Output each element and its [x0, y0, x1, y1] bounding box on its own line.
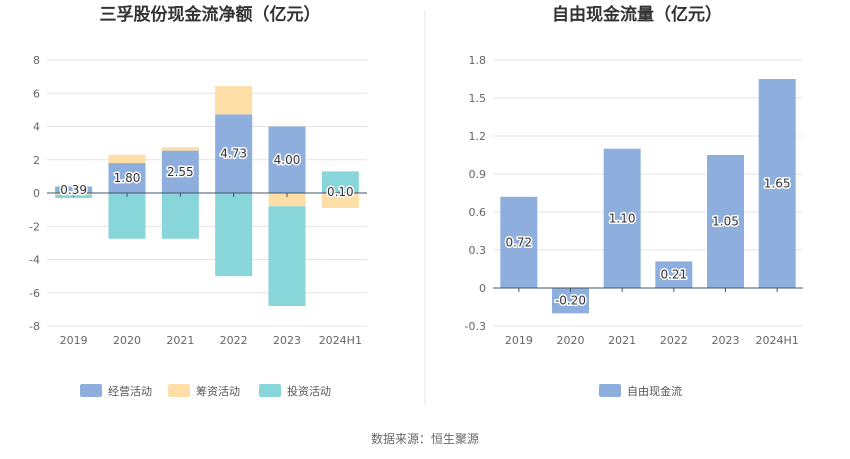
y-tick-label: 4 — [33, 121, 40, 134]
x-tick-label: 2022 — [220, 334, 248, 347]
y-tick-label: 0.3 — [469, 244, 487, 257]
data-label: 1.65 — [764, 177, 791, 191]
y-tick-label: 1.2 — [469, 130, 487, 143]
bar-经营活动-2021 — [161, 150, 199, 193]
bar-自由现金流-2022 — [655, 261, 693, 288]
y-tick-label: 0 — [479, 282, 486, 295]
x-tick-label: 2024H1 — [756, 334, 799, 347]
data-source-note: 数据来源：恒生聚源 — [371, 431, 479, 446]
x-tick-label: 2021 — [608, 334, 636, 347]
x-tick-label: 2021 — [166, 334, 194, 347]
y-tick-label: 0.9 — [469, 168, 487, 181]
legend-swatch-经营活动 — [80, 384, 102, 397]
legend-swatch-筹资活动 — [168, 384, 190, 397]
x-tick-label: 2023 — [273, 334, 301, 347]
y-tick-label: 8 — [33, 54, 40, 67]
y-tick-label: -8 — [29, 320, 40, 333]
x-tick-label: 2019 — [505, 334, 533, 347]
y-tick-label: 0.6 — [469, 206, 487, 219]
x-tick-label: 2019 — [60, 334, 88, 347]
y-tick-label: 0 — [33, 187, 40, 200]
y-tick-label: 6 — [33, 87, 40, 100]
y-tick-label: -0.3 — [465, 320, 486, 333]
data-label: 0.10 — [327, 185, 354, 199]
bar-投资活动-2024H1 — [321, 171, 359, 192]
x-tick-label: 2022 — [660, 334, 688, 347]
bar-投资活动-2021 — [161, 193, 199, 239]
data-label: 0.72 — [505, 235, 532, 249]
y-tick-label: 1.8 — [469, 54, 487, 67]
bar-自由现金流-2023 — [707, 155, 744, 288]
cash-flow-net-chart: 三孚股份现金流净额（亿元） 8 6 4 2 0 -2 -4 -6 -8 2019 2020 2021… — [29, 4, 367, 398]
y-tick-label: -2 — [29, 220, 40, 233]
data-label: 4.00 — [274, 153, 301, 167]
x-tick-label: 2020 — [113, 334, 141, 347]
bar-筹资活动-2020 — [108, 154, 146, 164]
x-tick-label: 2020 — [557, 334, 585, 347]
bar-经营活动-2024H1 — [321, 191, 359, 193]
bar-自由现金流-2024H1 — [758, 79, 796, 288]
bar-筹资活动-2021 — [161, 147, 199, 151]
bar-筹资活动-2022 — [215, 86, 253, 115]
bar-自由现金流-2019 — [500, 196, 538, 288]
data-label: 2.55 — [167, 165, 194, 179]
bar-经营活动-2019 — [55, 186, 93, 193]
bar-经营活动-2023 — [268, 126, 306, 193]
x-tick-label: 2023 — [712, 334, 740, 347]
bar-经营活动-2022 — [215, 114, 253, 193]
bar-经营活动-2020 — [108, 163, 146, 193]
bar-投资活动-2023 — [268, 206, 306, 307]
legend-label: 投资活动 — [287, 384, 331, 398]
data-label: 1.10 — [609, 211, 636, 225]
free-cash-flow-chart: 自由现金流量（亿元） 1.8 1.5 1.2 0.9 0.6 0.3 0 -0.3 2019 2… — [465, 4, 803, 398]
data-label: 1.80 — [114, 171, 141, 185]
bar-筹资活动-2024H1 — [321, 193, 359, 208]
data-label: 0.39 — [60, 183, 87, 197]
bar-投资活动-2020 — [108, 193, 146, 239]
data-label: 1.05 — [712, 215, 739, 229]
legend-swatch-自由现金流 — [599, 384, 621, 397]
data-label: 0.21 — [660, 268, 687, 282]
bar-筹资活动-2023 — [268, 193, 306, 207]
y-tick-label: -4 — [29, 254, 40, 267]
legend-label: 经营活动 — [108, 384, 152, 398]
legend-label: 筹资活动 — [196, 384, 240, 398]
legend-swatch-投资活动 — [259, 384, 281, 397]
chart-title-right: 自由现金流量（亿元） — [552, 4, 722, 25]
data-label: 4.73 — [220, 147, 247, 161]
bar-投资活动-2022 — [215, 193, 253, 277]
bar-自由现金流-2020 — [552, 288, 589, 314]
bar-自由现金流-2021 — [603, 148, 641, 288]
y-tick-label: -6 — [29, 287, 40, 300]
y-tick-label: 2 — [33, 154, 40, 167]
y-tick-label: 1.5 — [469, 92, 487, 105]
legend-label: 自由现金流 — [627, 384, 682, 398]
chart-title-left: 三孚股份现金流净额（亿元） — [100, 4, 321, 25]
data-label: -0.20 — [555, 294, 586, 308]
x-tick-label: 2024H1 — [319, 334, 362, 347]
